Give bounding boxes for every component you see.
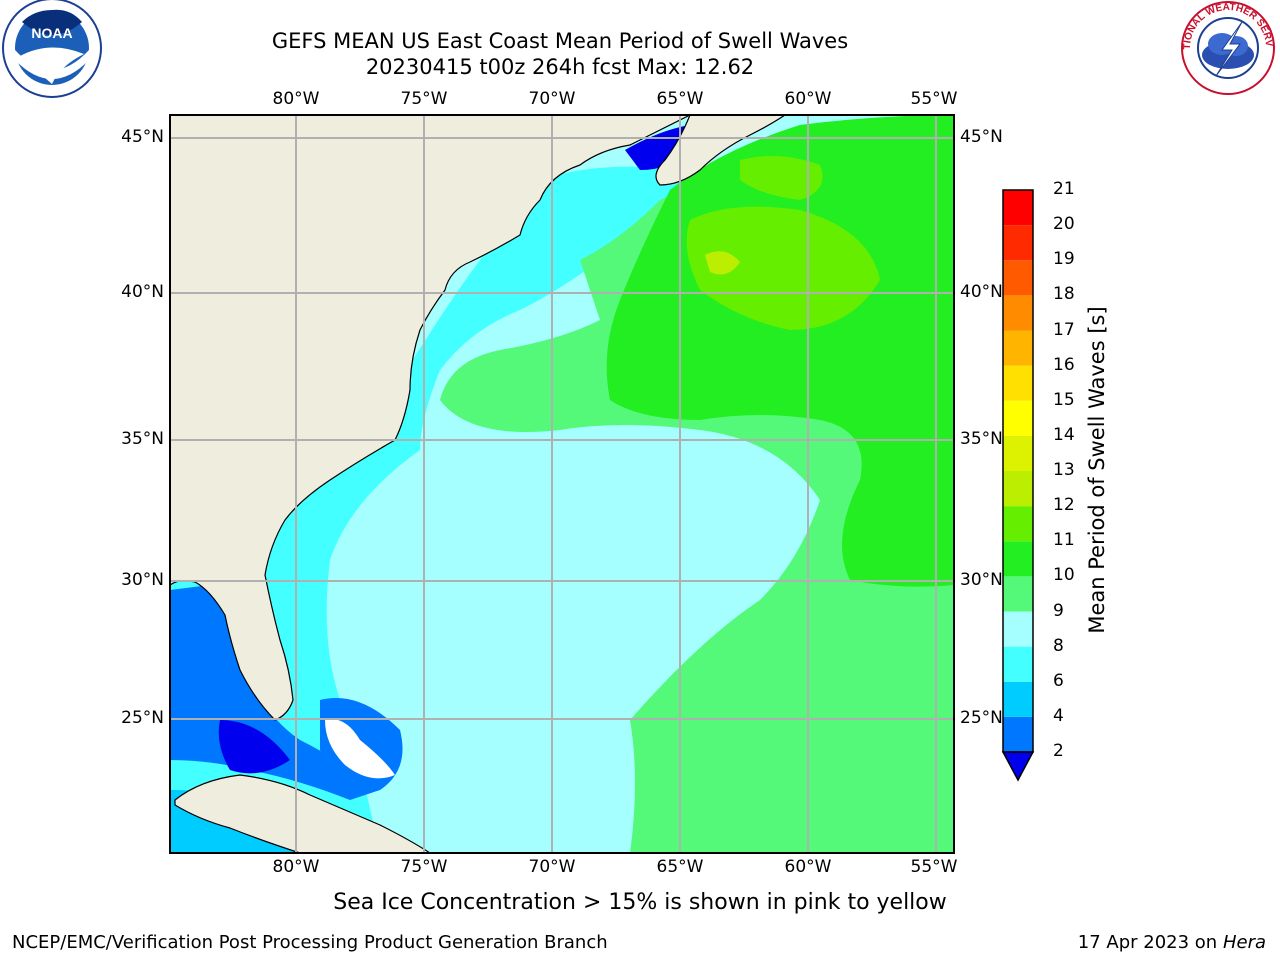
lat-label-left: 30°N [121, 570, 164, 590]
colorbar-label: Mean Period of Swell Waves [s] [1085, 306, 1109, 634]
colorbar-segment [1003, 260, 1033, 296]
colorbar-segment [1003, 541, 1033, 577]
colorbar-tick-label: 21 [1053, 179, 1075, 199]
land-north-america [170, 115, 691, 721]
lat-label-right: 35°N [960, 429, 1003, 449]
colorbar-tick-label: 6 [1053, 670, 1064, 691]
colorbar-segment [1003, 365, 1033, 401]
nws-logo-icon: NATIONAL WEATHER SERVICE [1172, 0, 1275, 95]
colorbar-tick-label: 4 [1053, 705, 1064, 726]
colorbar-segment [1003, 471, 1033, 507]
swell-contour-12-13 [705, 251, 740, 275]
shallow-bank-mask [325, 719, 395, 779]
lat-label-left: 25°N [121, 708, 164, 728]
noaa-logo-text: NOAA [31, 25, 72, 41]
colorbar-under-triangle [1001, 751, 1035, 782]
colorbar-tick-label: 16 [1053, 354, 1075, 375]
noaa-logo: NOAA [0, 0, 104, 100]
lon-label-bottom: 80°W [272, 857, 320, 877]
colorbar-segment [1003, 576, 1033, 612]
lon-label-top: 75°W [400, 89, 448, 109]
colorbar-segment [1003, 435, 1033, 471]
lon-label-top: 55°W [910, 89, 958, 109]
colorbar-segment [1003, 506, 1033, 542]
footer-date: 17 Apr 2023 on Hera [1078, 932, 1266, 953]
chart-subtitle: 20230415 t00z 264h fcst Max: 12.62 [365, 55, 755, 79]
footer-date-text: 17 Apr 2023 [1077, 932, 1190, 953]
lon-label-bottom: 55°W [910, 857, 958, 877]
colorbar-segment [1003, 225, 1033, 261]
lat-label-right: 45°N [960, 127, 1003, 147]
colorbar-tick-label: 17 [1053, 319, 1075, 340]
map-frame [169, 114, 955, 854]
colorbar-tick-label: 10 [1053, 565, 1075, 586]
footer-branch: NCEP/EMC/Verification Post Processing Pr… [12, 932, 608, 953]
lon-label-top: 65°W [656, 89, 704, 109]
footer-on: on [1194, 932, 1218, 953]
lat-label-right: 30°N [960, 570, 1003, 590]
colorbar-segment [1003, 611, 1033, 647]
lon-label-top: 80°W [272, 89, 320, 109]
swell-contour-6-8 [170, 166, 700, 853]
colorbar-tick-label: 15 [1053, 389, 1075, 410]
colorbar-segment [1003, 295, 1033, 331]
swell-contour-11-12 [686, 206, 880, 330]
colorbar-segment [1003, 400, 1033, 436]
colorbar-tick-label: 19 [1053, 249, 1075, 270]
colorbar-frame [1002, 189, 1034, 753]
lat-label-right: 25°N [960, 708, 1003, 728]
lon-label-top: 70°W [528, 89, 576, 109]
footer-machine: Hera [1222, 932, 1266, 953]
colorbar-segment [1003, 330, 1033, 366]
colorbar-tick-label: 8 [1053, 635, 1064, 656]
land-cuba [174, 774, 432, 853]
lon-label-bottom: 75°W [400, 857, 448, 877]
colorbar-tick-label: 13 [1053, 460, 1075, 480]
colorbar-tick-label: 20 [1053, 214, 1075, 235]
colorbar-segment [1003, 190, 1033, 226]
swell-contour-11-12-north [740, 156, 823, 200]
colorbar-segment [1003, 646, 1033, 682]
sea-ice-caption: Sea Ice Concentration > 15% is shown in … [333, 890, 947, 915]
swell-contour-under-2 [218, 720, 290, 774]
lon-label-bottom: 65°W [656, 857, 704, 877]
land-nova-scotia [655, 115, 787, 186]
lon-label-top: 60°W [784, 89, 832, 109]
nws-logo: NATIONAL WEATHER SERVICE [1172, 0, 1280, 100]
lat-label-left: 40°N [121, 282, 164, 302]
colorbar-tick-label: 2 [1053, 741, 1064, 761]
colorbar-tick-label: 12 [1053, 495, 1075, 516]
colorbar-tick-label: 11 [1053, 530, 1075, 551]
colorbar [1001, 189, 1035, 782]
colorbar-segment [1003, 716, 1033, 752]
colorbar-segment [1003, 681, 1033, 717]
lon-label-bottom: 60°W [784, 857, 832, 877]
noaa-logo-icon: NOAA [2, 0, 102, 98]
lon-label-bottom: 70°W [528, 857, 576, 877]
colorbar-tick-label: 9 [1053, 600, 1064, 621]
graticule [170, 115, 954, 853]
chart-title: GEFS MEAN US East Coast Mean Period of S… [271, 29, 849, 53]
colorbar-tick-label: 14 [1053, 424, 1075, 445]
lat-label-left: 35°N [121, 429, 164, 449]
lat-label-left: 45°N [121, 127, 164, 147]
colorbar-tick-label: 18 [1053, 284, 1075, 305]
lat-label-right: 40°N [960, 282, 1003, 302]
